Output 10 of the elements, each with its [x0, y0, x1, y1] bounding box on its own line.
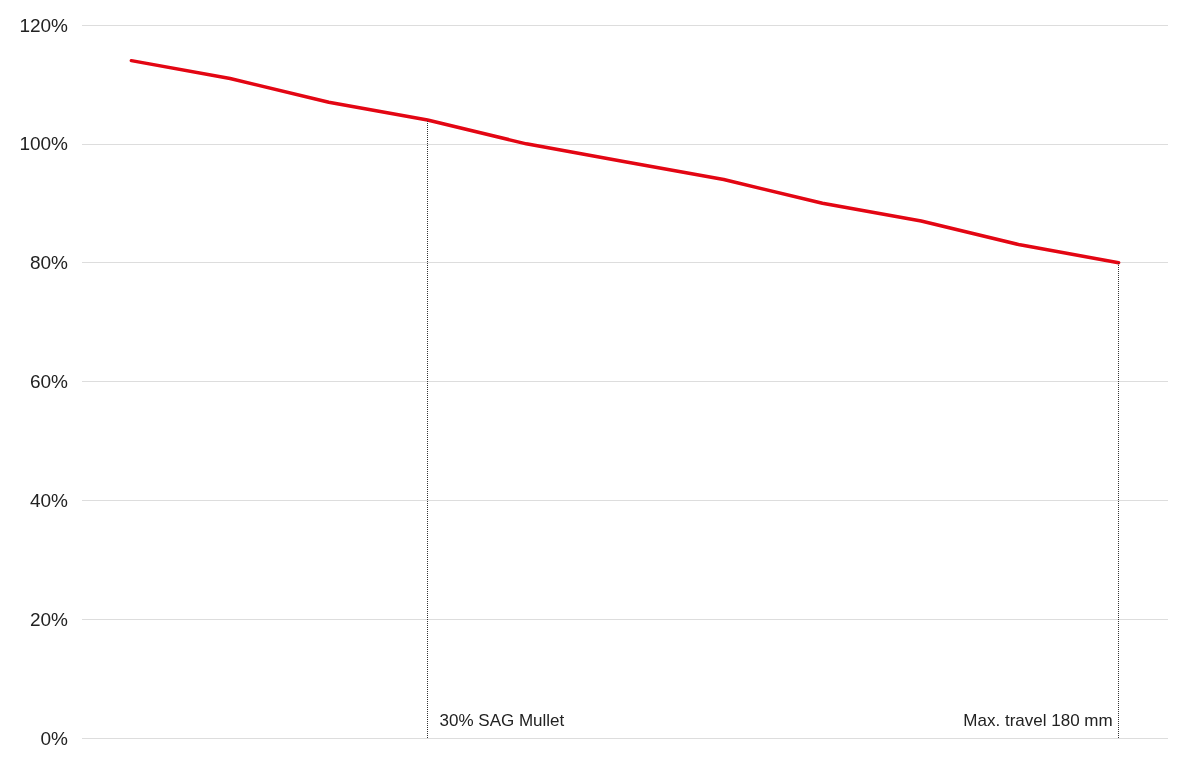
- y-tick-label: 80%: [29, 252, 69, 274]
- y-tick-label: 120%: [19, 14, 69, 36]
- annotation: Max. travel 180 mm: [963, 711, 1113, 730]
- annotation: 30% SAG Mullet: [439, 711, 565, 730]
- line-series: [129, 58, 1121, 265]
- y-tick-label: 0%: [40, 727, 69, 749]
- y-tick-label: 100%: [19, 133, 69, 155]
- y-tick-label: 60%: [29, 371, 69, 392]
- y-tick-label: 40%: [29, 489, 69, 511]
- y-tick-label: 20%: [29, 608, 69, 630]
